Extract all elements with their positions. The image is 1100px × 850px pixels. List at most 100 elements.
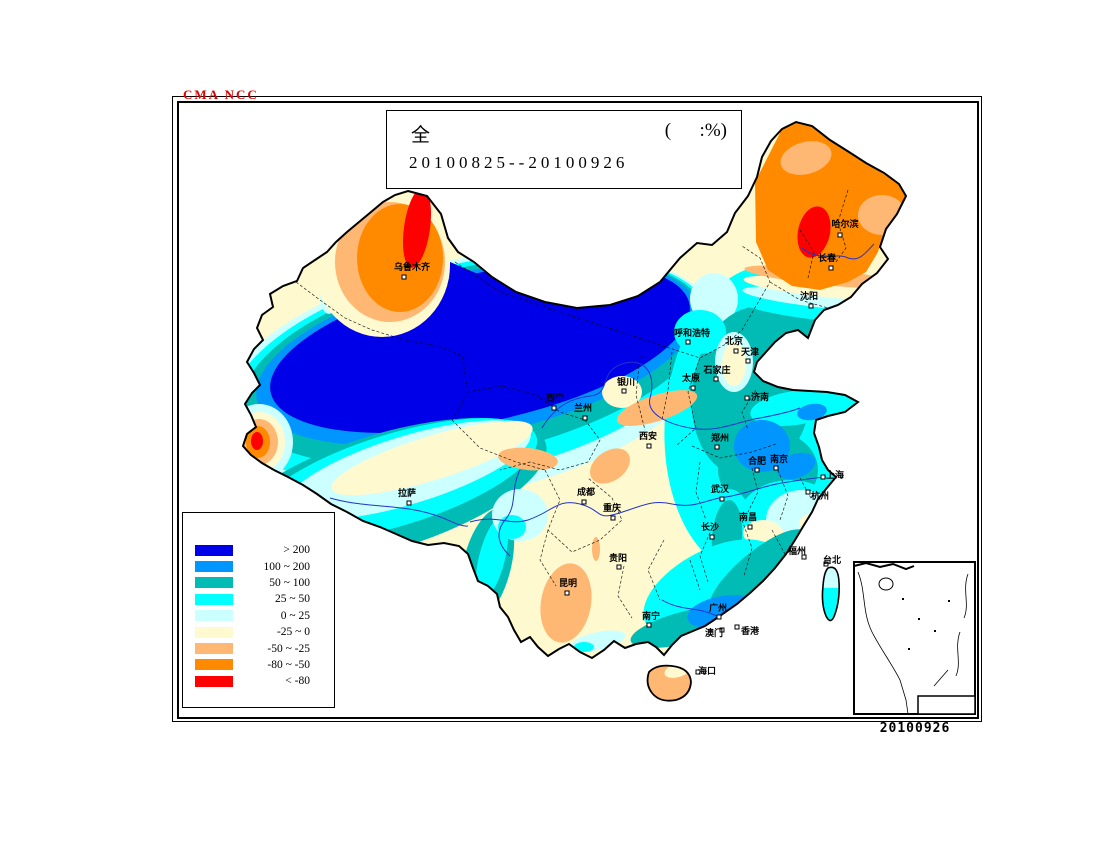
city-marker [551, 405, 557, 411]
city-marker [621, 388, 627, 394]
city-label: 拉萨 [398, 487, 416, 498]
city-label: 台北 [823, 554, 841, 565]
city-marker [719, 496, 725, 502]
legend-label: 25 ~ 50 [275, 593, 310, 606]
city-label: 太原 [681, 372, 700, 383]
legend-row: < -80 [195, 673, 310, 689]
city-marker [773, 465, 779, 471]
issue-date: 20100926 [879, 721, 951, 736]
legend-box: > 200 100 ~ 200 50 ~ 100 25 ~ 50 0 ~ 25 -25 ~… [182, 512, 335, 708]
province-boundaries [295, 189, 853, 619]
city-label: 昆明 [559, 578, 577, 588]
city-label: 海口 [698, 665, 716, 676]
city-label: 成都 [577, 486, 595, 497]
legend-swatch [195, 610, 233, 622]
legend-swatch [195, 544, 233, 556]
city-label: 银川 [617, 376, 635, 387]
city-marker [747, 524, 753, 530]
city-label: 乌鲁木齐 [394, 261, 431, 272]
city-marker [837, 232, 843, 238]
legend-swatch [195, 593, 233, 605]
city-marker [582, 415, 588, 421]
legend-label: 50 ~ 100 [269, 576, 310, 589]
city-marker [685, 339, 691, 345]
legend-label: -50 ~ -25 [267, 642, 310, 655]
legend-row: 25 ~ 50 [195, 591, 310, 607]
city-label: 上海 [826, 469, 844, 480]
city-marker [581, 499, 587, 505]
map-outer-border [172, 96, 982, 722]
legend-row: -50 ~ -25 [195, 640, 310, 656]
city-label: 北京 [725, 335, 743, 346]
city-label: 长沙 [701, 521, 719, 532]
city-marker [745, 358, 751, 364]
city-label: 兰州 [574, 402, 592, 413]
city-marker [616, 564, 622, 570]
city-marker [401, 274, 407, 280]
legend-swatch [195, 626, 233, 638]
city-label: 呼和浩特 [674, 327, 710, 338]
city-marker [734, 624, 740, 630]
city-label: 南宁 [642, 610, 660, 621]
agency-label: CMA NCC [183, 87, 259, 102]
rivers [329, 243, 875, 618]
city-label: 济南 [751, 391, 769, 402]
legend-label: > 200 [283, 544, 310, 557]
hainan-island [646, 664, 692, 702]
legend-items: > 200 100 ~ 200 50 ~ 100 25 ~ 50 0 ~ 25 -25 ~… [195, 542, 310, 690]
city-label: 武汉 [711, 483, 730, 494]
legend-label: -25 ~ 0 [276, 626, 310, 639]
city-label: 哈尔滨 [831, 218, 858, 229]
legend-label: 100 ~ 200 [263, 560, 310, 573]
city-label: 杭州 [811, 490, 829, 501]
city-label: 西安 [639, 430, 657, 441]
city-label: 香港 [740, 625, 760, 636]
city-marker [823, 561, 829, 567]
city-marker [754, 467, 760, 473]
legend-swatch [195, 561, 233, 573]
city-marker [610, 515, 616, 521]
city-marker [805, 489, 811, 495]
city-label: 南昌 [739, 511, 757, 522]
city-label: 澳门 [705, 627, 723, 638]
city-marker [646, 443, 652, 449]
city-label: 合肥 [748, 455, 766, 466]
city-label: 贵阳 [609, 552, 627, 563]
city-marker [646, 622, 652, 628]
legend-label: < -80 [285, 675, 310, 688]
city-marker [713, 376, 719, 382]
city-marker [801, 554, 807, 560]
unit-label: ( :%) [664, 120, 727, 141]
city-marker [828, 265, 834, 271]
city-label: 福州 [787, 545, 806, 556]
map-title-line: 全 ( :%) [387, 111, 741, 147]
city-marker [716, 614, 722, 620]
city-label: 西宁 [546, 392, 564, 403]
legend-swatch [195, 577, 233, 589]
city-label: 沈阳 [800, 290, 818, 301]
legend-row: > 200 [195, 542, 310, 558]
legend-row: -25 ~ 0 [195, 624, 310, 640]
city-label: 重庆 [603, 502, 621, 513]
legend-label: 0 ~ 25 [280, 609, 310, 622]
city-label: 广州 [709, 602, 727, 613]
legend-row: 50 ~ 100 [195, 575, 310, 591]
taiwan-island [821, 566, 840, 622]
south-china-sea-inset [853, 561, 976, 715]
city-label: 天津 [741, 346, 759, 357]
city-marker [564, 590, 570, 596]
legend-swatch [195, 659, 233, 671]
city-marker [714, 444, 720, 450]
city-label: 长春 [818, 252, 837, 263]
period-text: 20100825--20100926 [409, 153, 629, 172]
city-marker [733, 348, 739, 354]
city-marker [808, 303, 814, 309]
city-label: 石家庄 [702, 364, 730, 375]
city-label: 南京 [770, 453, 788, 464]
legend-row: 0 ~ 25 [195, 608, 310, 624]
city-marker [406, 500, 412, 506]
city-marker [744, 395, 750, 401]
